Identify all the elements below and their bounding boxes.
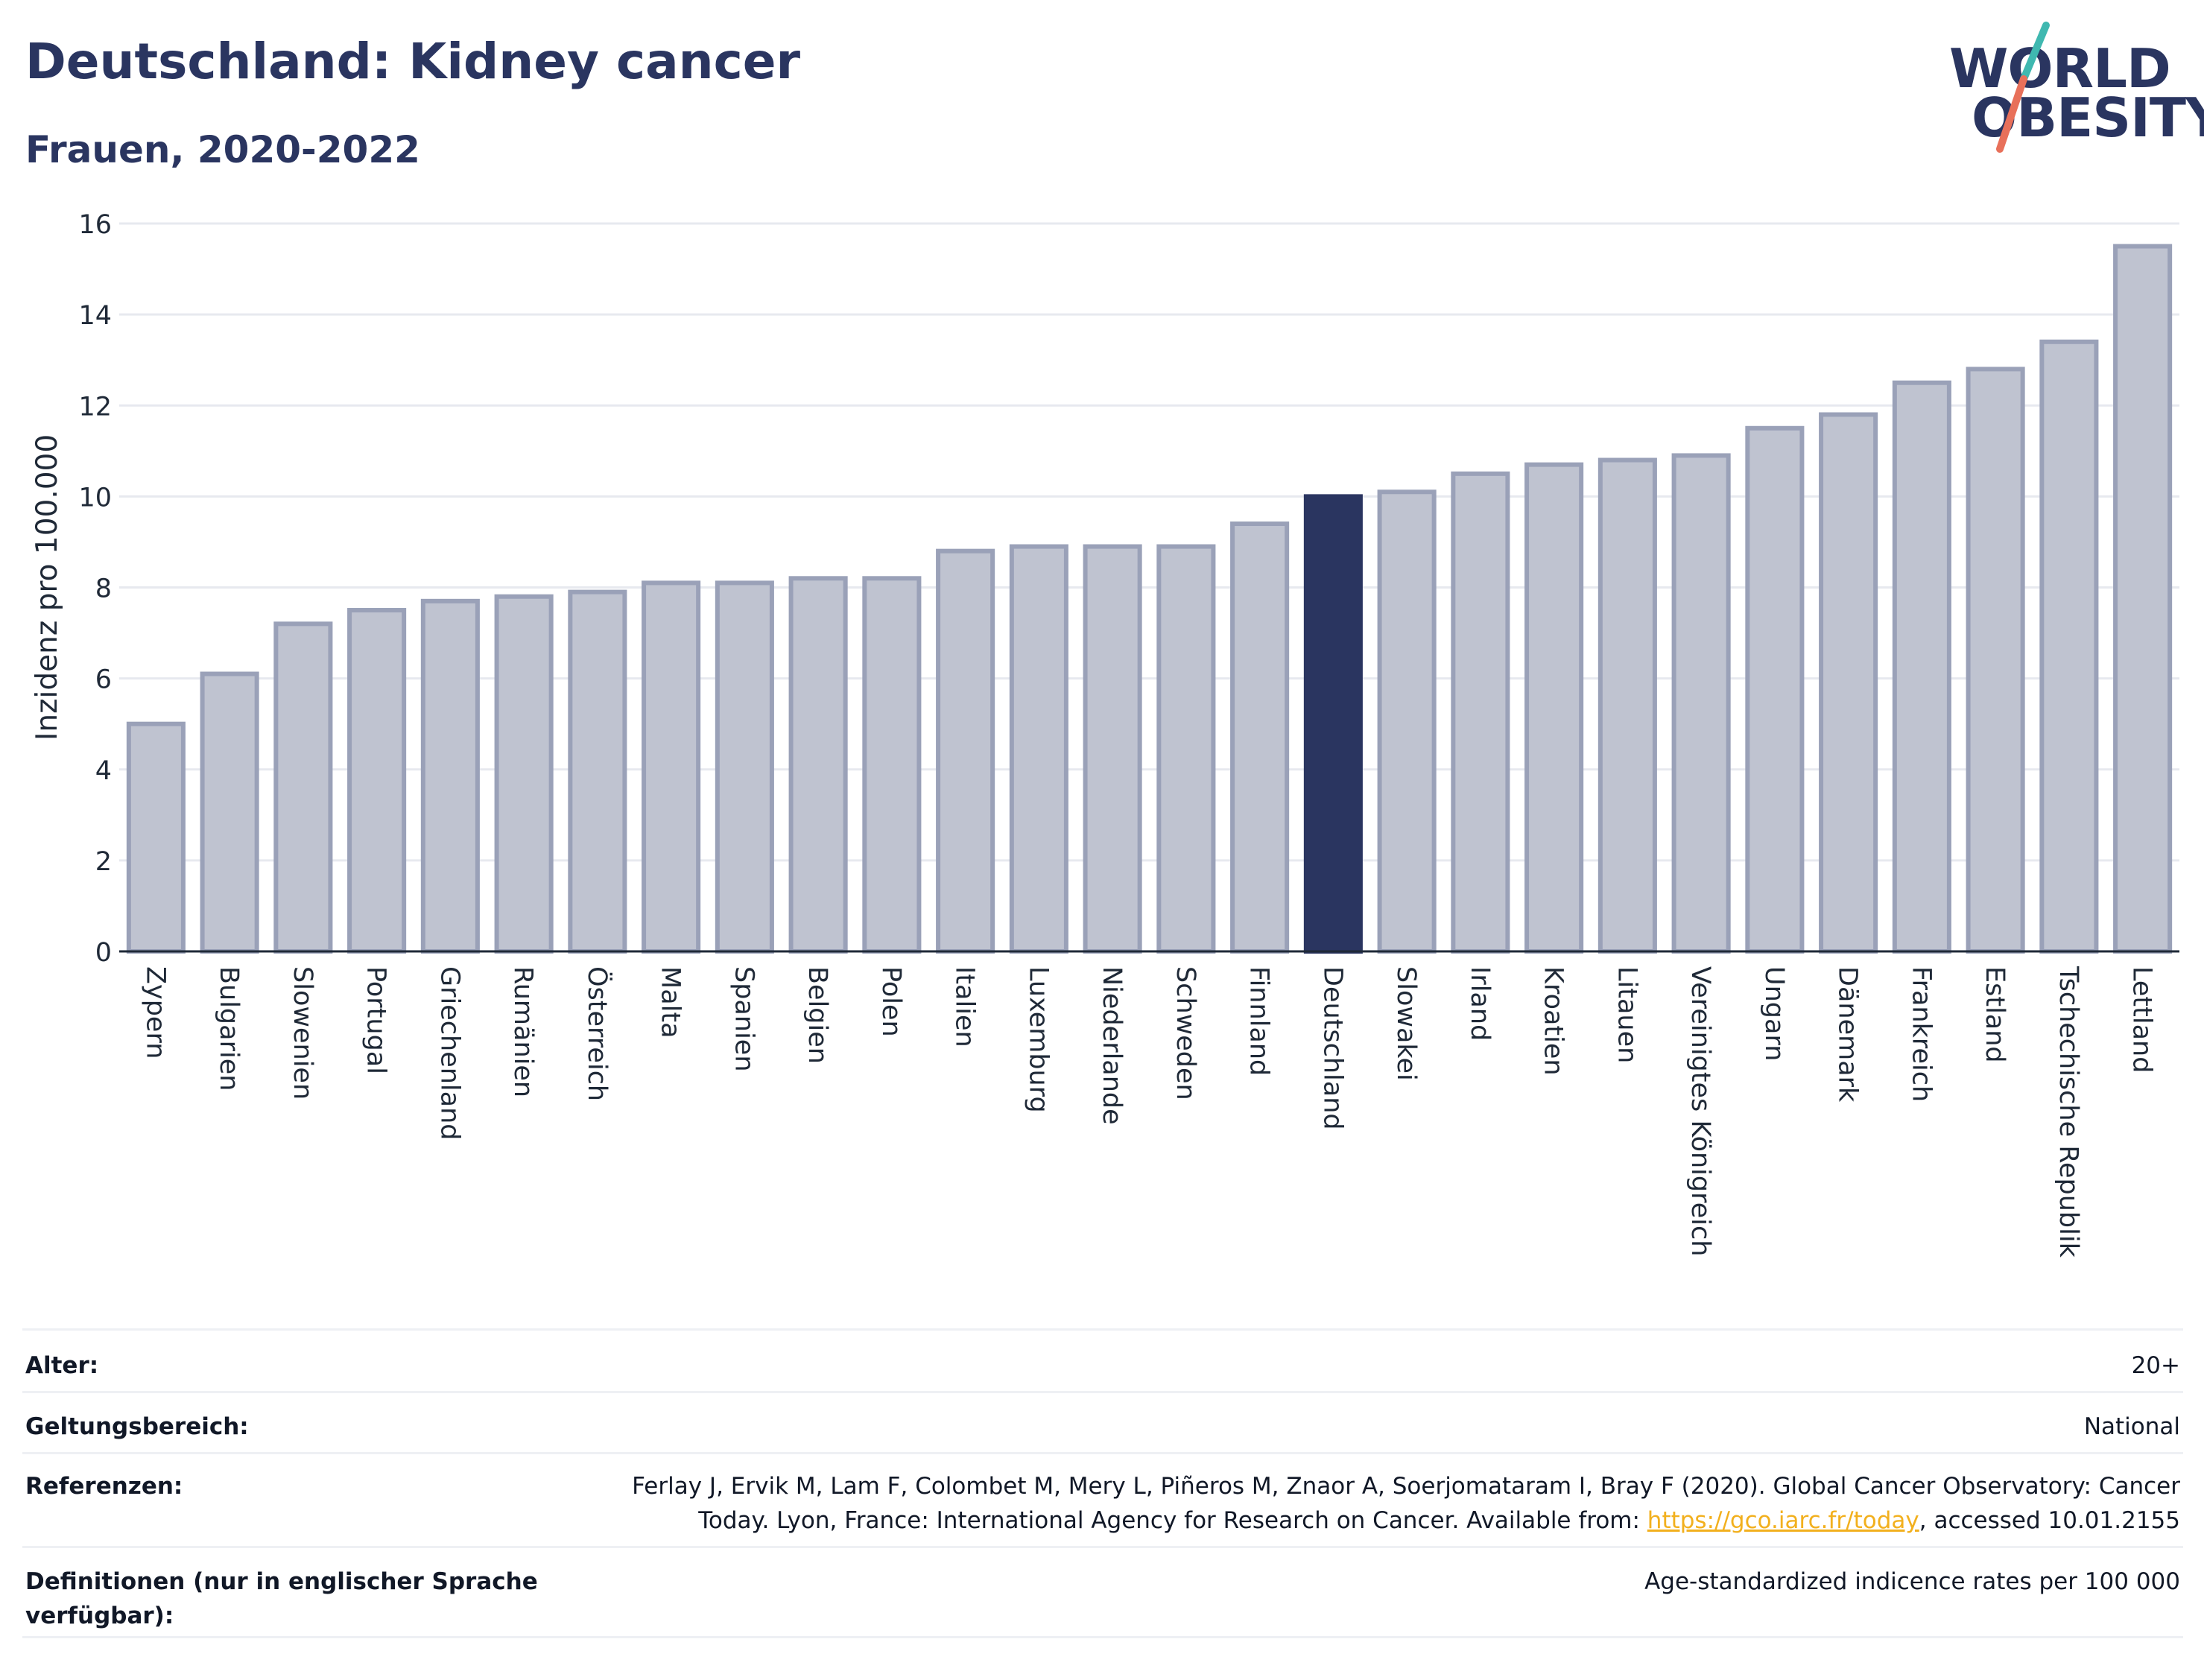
x-tick-label: Irland xyxy=(1465,966,1495,1041)
y-tick-label: 16 xyxy=(78,210,112,240)
x-tick-label: Niederlande xyxy=(1097,966,1127,1125)
definitions-label: Definitionen (nur in englischer Sprache … xyxy=(25,1565,538,1633)
scope-label: Geltungsbereich: xyxy=(25,1413,249,1440)
bar-finnland xyxy=(1230,522,1290,954)
references-value: Ferlay J, Ervik M, Lam F, Colombet M, Me… xyxy=(632,1469,2180,1538)
bar-niederlande xyxy=(1083,544,1142,954)
x-tick-label: Ungarn xyxy=(1759,966,1789,1061)
x-tick-label: Tschechische Republik xyxy=(2053,966,2083,1258)
bar-lettland xyxy=(2113,244,2173,954)
x-tick-label: Malta xyxy=(656,966,685,1039)
bar-slowakei xyxy=(1377,489,1437,954)
logo-line-1: WORLD xyxy=(1949,37,2171,100)
y-tick-label: 4 xyxy=(95,756,112,786)
x-tick-label: Belgien xyxy=(802,966,832,1064)
y-tick-label: 0 xyxy=(95,938,112,968)
y-tick-label: 8 xyxy=(95,574,112,604)
y-tick-label: 12 xyxy=(78,392,112,422)
references-text-1: Ferlay J, Ervik M, Lam F, Colombet M, Me… xyxy=(632,1473,2180,1500)
bar-frankreich xyxy=(1892,380,1951,954)
bar-belgien xyxy=(788,576,848,954)
bar-bulgarien xyxy=(200,671,259,954)
y-tick-label: 10 xyxy=(78,483,112,513)
definitions-value: Age-standardized indicence rates per 100… xyxy=(1644,1568,2180,1595)
x-tick-label: Deutschland xyxy=(1317,966,1347,1130)
x-tick-label: Schweden xyxy=(1171,966,1200,1100)
y-tick-label: 14 xyxy=(78,301,112,331)
logo-slash-icon xyxy=(1996,22,2050,153)
x-tick-label: Portugal xyxy=(361,966,391,1074)
bar-estland xyxy=(1966,367,2025,954)
x-tick-label: Spanien xyxy=(729,966,759,1072)
bar-polen xyxy=(862,576,922,954)
bar-irland xyxy=(1451,471,1510,954)
info-table: Alter: 20+ Geltungsbereich: National Ref… xyxy=(22,1328,2183,1638)
definitions-label-2: verfügbar): xyxy=(25,1603,174,1629)
info-row-references: Referenzen: Ferlay J, Ervik M, Lam F, Co… xyxy=(22,1452,2183,1546)
x-tick-label: Lettland xyxy=(2127,966,2157,1073)
y-tick-label: 6 xyxy=(95,665,112,695)
bar-dänemark xyxy=(1819,412,1878,954)
bar-spanien xyxy=(715,580,774,954)
x-tick-label: Finnland xyxy=(1244,966,1274,1076)
bar-luxemburg xyxy=(1009,544,1068,954)
x-tick-label: Polen xyxy=(876,966,906,1037)
references-text-2: Today. Lyon, France: International Agenc… xyxy=(698,1507,1647,1534)
x-tick-label: Estland xyxy=(1980,966,2010,1063)
references-label: Referenzen: xyxy=(25,1473,183,1500)
bar-rumänien xyxy=(494,594,554,954)
age-value: 20+ xyxy=(2131,1352,2180,1379)
info-row-age: Alter: 20+ xyxy=(22,1328,2183,1391)
bar-schweden xyxy=(1156,544,1216,954)
x-tick-label: Bulgarien xyxy=(214,966,244,1091)
x-tick-label: Rumänien xyxy=(508,966,538,1097)
bar-italien xyxy=(936,548,995,954)
bar-tschechische-republik xyxy=(2039,339,2099,954)
x-tick-label: Kroatien xyxy=(1539,966,1568,1076)
age-label: Alter: xyxy=(25,1352,99,1379)
bar-zypern xyxy=(126,721,186,954)
x-tick-label: Slowakei xyxy=(1391,966,1421,1081)
scope-value: National xyxy=(2083,1413,2180,1440)
info-row-scope: Geltungsbereich: National xyxy=(22,1391,2183,1452)
x-tick-label: Frankreich xyxy=(1906,966,1936,1102)
world-obesity-logo: WORLD OBESITY xyxy=(1937,15,2204,164)
x-tick-label: Zypern xyxy=(140,966,170,1059)
x-tick-label: Dänemark xyxy=(1833,966,1863,1103)
definitions-label-1: Definitionen (nur in englischer Sprache xyxy=(25,1568,538,1595)
bar-portugal xyxy=(347,608,407,954)
y-axis-title: Inzidenz pro 100.000 xyxy=(31,434,64,741)
bar-malta xyxy=(642,580,701,954)
x-tick-label: Vereinigtes Königreich xyxy=(1685,966,1715,1256)
bar-deutschland xyxy=(1303,494,1363,954)
x-tick-label: Italien xyxy=(950,966,980,1047)
bar-vereinigtes-königreich xyxy=(1671,453,1731,954)
bar-kroatien xyxy=(1524,462,1584,954)
page-title: Deutschland: Kidney cancer xyxy=(25,33,801,90)
info-row-definitions: Definitionen (nur in englischer Sprache … xyxy=(22,1546,2183,1638)
bar-österreich xyxy=(568,589,627,954)
bar-slowenien xyxy=(273,621,333,954)
x-tick-label: Österreich xyxy=(582,966,613,1101)
page-subtitle: Frauen, 2020-2022 xyxy=(25,128,420,171)
bar-litauen xyxy=(1597,457,1657,954)
x-tick-label: Litauen xyxy=(1612,966,1641,1063)
x-tick-label: Griechenland xyxy=(434,966,464,1140)
x-tick-label: Luxemburg xyxy=(1023,966,1053,1113)
x-tick-label: Slowenien xyxy=(288,966,317,1100)
y-tick-label: 2 xyxy=(95,847,112,877)
bar-ungarn xyxy=(1745,425,1805,954)
bar-chart: 0 2 4 6 8 10 12 14 16 Inzidenz pro 100.000 Zypern B… xyxy=(31,210,2179,1258)
references-link[interactable]: https://gco.iarc.fr/today xyxy=(1647,1507,1919,1534)
bar-griechenland xyxy=(420,598,480,954)
references-text-3: , accessed 10.01.2155 xyxy=(1919,1507,2180,1534)
